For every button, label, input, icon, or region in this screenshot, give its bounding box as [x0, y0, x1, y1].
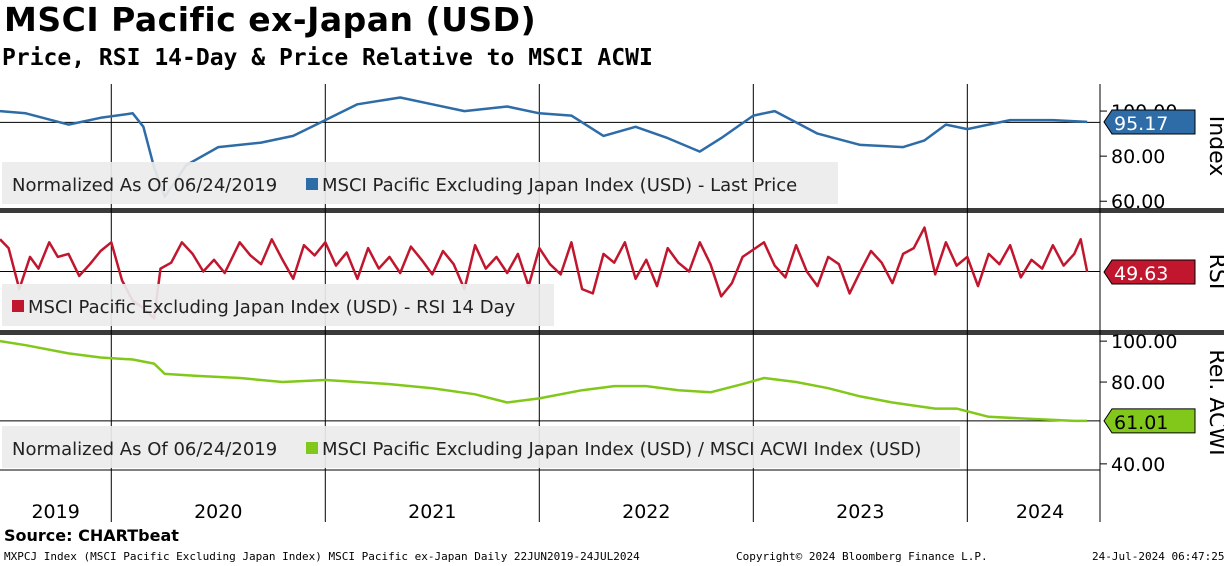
panel-separator [0, 330, 1224, 335]
last-value-marker [1103, 109, 1196, 135]
last-value-label: 95.17 [1114, 113, 1168, 135]
legend-prefix: Normalized As Of 06/24/2019 [12, 439, 277, 460]
y-tick-label: 40.00 [1111, 454, 1165, 476]
x-tick-label: 2021 [408, 501, 456, 523]
chart-subtitle: Price, RSI 14-Day & Price Relative to MS… [2, 45, 653, 71]
relative-panel-line [0, 339, 1088, 423]
legend-label: MSCI Pacific Excluding Japan Index (USD)… [322, 439, 921, 460]
x-tick-label: 2020 [194, 501, 242, 523]
last-value-label: 49.63 [1114, 263, 1168, 285]
relative-panel-legend: Normalized As Of 06/24/2019 MSCI Pacific … [2, 426, 960, 468]
source-note: Source: CHARTbeat [4, 526, 179, 545]
x-tick-label: 2023 [836, 501, 884, 523]
rsi-panel-last-value-tag: 49.63 [1103, 259, 1196, 285]
panel-separator [0, 208, 1224, 213]
series-lines [0, 96, 1089, 423]
chart-title: MSCI Pacific ex-Japan (USD) [4, 0, 537, 39]
rsi-panel-axis-title: RSI [1204, 254, 1224, 290]
relative-panel-axis-title: Rel. ACWI [1204, 349, 1224, 455]
legend-swatch [306, 442, 318, 454]
y-tick-label: 80.00 [1111, 372, 1165, 394]
last-value-marker [1103, 259, 1196, 285]
panel-frames [0, 84, 1224, 522]
x-tick-label: 2019 [31, 501, 79, 523]
rsi-panel-legend: MSCI Pacific Excluding Japan Index (USD)… [2, 284, 554, 326]
legend-swatch [12, 300, 24, 312]
y-tick-label: 80.00 [1111, 146, 1165, 168]
footer-center: Copyright© 2024 Bloomberg Finance L.P. [736, 550, 988, 563]
legend-boxes: Normalized As Of 06/24/2019 MSCI Pacific … [2, 162, 960, 468]
legend-swatch [306, 178, 318, 190]
footer-left: MXPCJ Index (MSCI Pacific Excluding Japa… [4, 550, 640, 563]
price-panel-last-value-tag: 95.17 [1103, 109, 1196, 135]
last-value-label: 61.01 [1114, 412, 1168, 434]
legend-prefix: Normalized As Of 06/24/2019 [12, 175, 277, 196]
y-axes: 100.0080.0060.0095.17Index49.63RSI100.00… [1100, 101, 1224, 476]
last-value-marker [1103, 408, 1196, 434]
legend-background [2, 284, 554, 326]
y-tick-label: 100.00 [1111, 331, 1177, 353]
legend-background [2, 426, 960, 468]
footer-right: 24-Jul-2024 06:47:25 [1092, 550, 1224, 563]
x-axis: 2019 2020 2021 2022 2023 2024 [31, 501, 1064, 523]
x-tick-label: 2024 [1016, 501, 1064, 523]
horizontal-gridlines [0, 121, 1100, 422]
price-panel-line [0, 96, 1088, 198]
legend-label: MSCI Pacific Excluding Japan Index (USD)… [28, 297, 516, 318]
x-tick-label: 2022 [622, 501, 670, 523]
relative-panel-last-value-tag: 61.01 [1103, 408, 1196, 434]
legend-label: MSCI Pacific Excluding Japan Index (USD)… [322, 175, 797, 196]
price-panel-axis-title: Index [1204, 116, 1224, 177]
price-panel-legend: Normalized As Of 06/24/2019 MSCI Pacific … [2, 162, 838, 204]
rsi-panel-line [0, 226, 1089, 320]
y-tick-label: 60.00 [1111, 191, 1165, 213]
legend-background [2, 162, 838, 204]
